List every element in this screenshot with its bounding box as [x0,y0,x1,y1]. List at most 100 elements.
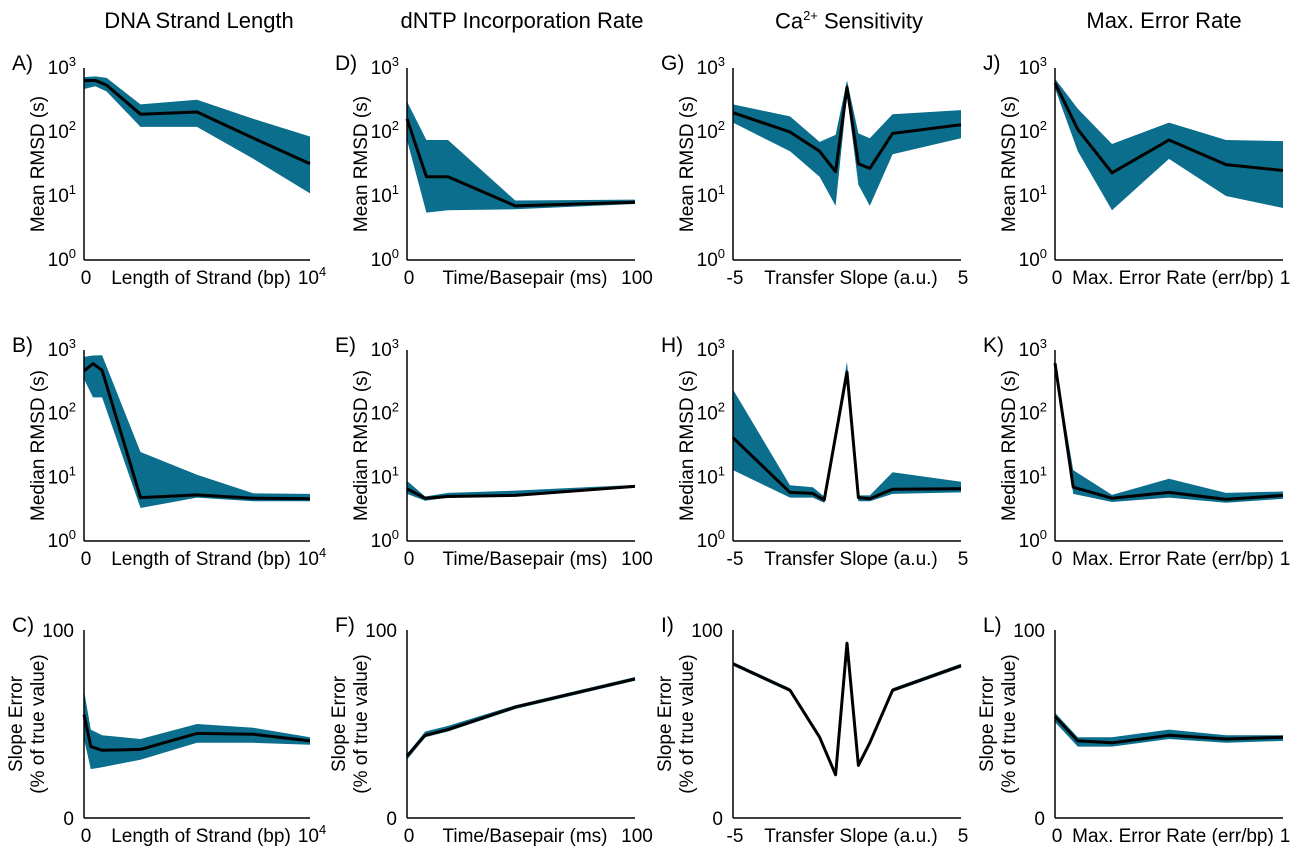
series-line [1053,362,1284,501]
x-tick-label: 0 [404,549,415,570]
panel-label: C) [12,614,34,637]
panel-label: B) [12,334,33,357]
x-axis-label: Length of Strand (bp) [111,549,291,570]
x-tick-label: 100 [621,826,653,847]
y-tick-label: 0 [63,809,74,830]
confidence-band [84,355,310,508]
x-tick-label: 0 [81,268,92,289]
x-tick-label: 0 [1052,268,1063,289]
y-tick-label: 100 [1013,621,1045,642]
panel-label: F) [335,614,355,637]
series-line [82,714,311,752]
x-axis-label: Max. Error Rate (err/bp) [1072,268,1274,289]
y-tick-label: 102 [371,118,399,143]
y-axis-label: Slope Error (% of true value) [655,654,698,793]
confidence-band [84,690,310,770]
y-tick-label: 103 [48,336,76,361]
panel-j: 100 101 102 103 0 1 Max. Error Rate (err/bp) Me… [983,52,1290,289]
x-axis-label: Transfer Slope (a.u.) [764,549,938,570]
y-axis-label-text: Median RMSD (s) [351,370,372,521]
column-title-dntp-incorporation-rate: dNTP Incorporation Rate [400,8,644,33]
y-tick-label: 103 [371,336,399,361]
panel-label: G) [661,52,684,75]
y-axis-label: Mean RMSD (s) [677,96,698,232]
confidence-band [407,101,635,213]
y-tick-label: 101 [697,182,725,207]
column-title-dna-strand-length: DNA Strand Length [104,8,294,33]
y-axis-label-text: Median RMSD (s) [999,370,1020,521]
panel-label: K) [983,334,1004,357]
y-axis-label: Median RMSD (s) [351,370,372,521]
x-tick-label: 5 [958,549,969,570]
panel-c: 0 100 0 104 Length of Strand (bp) Slope Error… [6,614,326,847]
x-tick-label: 104 [298,545,326,570]
panel-label: L) [983,614,1002,637]
x-tick-label: 5 [958,826,969,847]
x-tick-label: 0 [404,268,415,289]
y-axis-label-text: Slope Error [977,675,998,772]
y-axis-label-text: Median RMSD (s) [28,370,49,521]
y-tick-label: 101 [48,463,76,488]
y-axis-label-text: (% of true value) [351,654,372,793]
column-title-ca-main: Ca [774,8,804,34]
series-line [83,78,311,166]
panel-l: 0 100 0 1 Max. Error Rate (err/bp) Slope Erro… [977,614,1290,847]
confidence-band [84,76,310,194]
y-tick-label: 103 [697,54,725,79]
panel-label: E) [335,334,356,357]
panel-label: A) [12,52,33,75]
x-tick-label: 0 [81,826,92,847]
x-axis-label: Time/Basepair (ms) [442,549,607,570]
y-tick-label: 101 [48,182,76,207]
panel-i: 0 100 -5 5 Transfer Slope (a.u.) Slope Error(… [655,614,968,847]
x-tick-label: -5 [727,826,744,847]
panel-label: I) [661,614,674,637]
y-tick-label: 102 [697,400,725,425]
y-tick-label: 102 [1019,400,1047,425]
y-tick-label: 100 [48,527,76,552]
x-axis-label: Max. Error Rate (err/bp) [1072,826,1274,847]
y-tick-label: 103 [48,54,76,79]
y-tick-label: 103 [697,336,725,361]
y-axis-label-text: (% of true value) [999,654,1020,793]
x-tick-label: 1 [1280,826,1291,847]
series-line [405,118,636,208]
x-tick-label: 0 [81,549,92,570]
series-line [83,362,311,501]
y-axis-label: Mean RMSD (s) [999,96,1020,232]
y-axis-label-text: Mean RMSD (s) [999,96,1020,232]
y-axis-label-text: Median RMSD (s) [677,370,698,521]
x-tick-label: 5 [958,268,969,289]
y-tick-label: 102 [371,400,399,425]
y-tick-label: 100 [1019,527,1047,552]
y-axis-label-text: Slope Error [6,675,27,772]
column-title-max-error-rate: Max. Error Rate [1086,8,1242,33]
confidence-band [733,641,961,777]
y-tick-label: 102 [697,118,725,143]
x-axis-label: Transfer Slope (a.u.) [764,826,938,847]
y-axis-label: Median RMSD (s) [999,370,1020,521]
x-tick-label: 1 [1280,549,1291,570]
y-tick-label: 100 [42,621,74,642]
y-tick-label: 0 [712,809,723,830]
y-tick-label: 100 [1019,246,1047,271]
x-tick-label: -5 [727,268,744,289]
x-axis-label: Time/Basepair (ms) [442,826,607,847]
panel-label: J) [983,52,1001,75]
x-tick-label: 0 [404,826,415,847]
x-axis-label: Length of Strand (bp) [111,826,291,847]
column-title-ca-rest: Sensitivity [817,8,924,34]
x-axis-label: Length of Strand (bp) [111,268,291,289]
y-tick-label: 100 [48,246,76,271]
y-tick-label: 100 [697,527,725,552]
y-tick-label: 100 [371,527,399,552]
y-axis-label: Mean RMSD (s) [351,96,372,232]
panel-a: 100 101 102 103 0 104 Length of Strand (bp) Mea… [12,52,326,289]
series-line [1053,715,1284,745]
panel-g: 100 101 102 103 -5 5 Transfer Slope (a.u.) Mean… [661,52,968,289]
x-axis-label: Transfer Slope (a.u.) [764,268,938,289]
confidence-band [1055,362,1283,503]
